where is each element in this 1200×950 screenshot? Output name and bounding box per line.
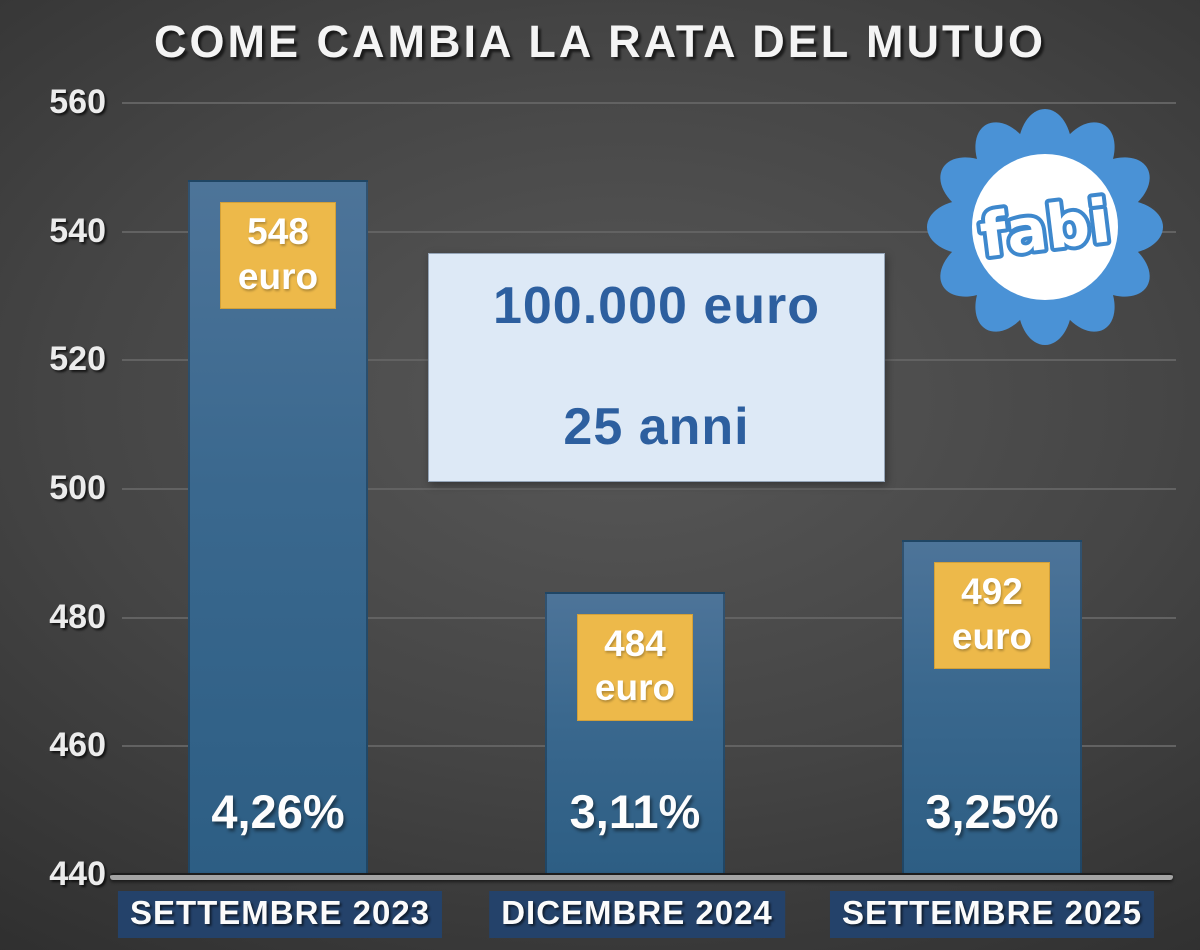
amount-unit: euro: [594, 667, 676, 709]
x-axis-label-dicembre-2024: DICEMBRE 2024: [489, 891, 785, 938]
amount-value: 548: [247, 211, 309, 253]
amount-badge: 548 euro: [220, 202, 336, 309]
rate-label: 3,11%: [569, 784, 701, 838]
rate-label: 4,26%: [211, 784, 345, 838]
amount-badge: 484 euro: [577, 613, 693, 721]
gridline-540: [122, 230, 1176, 233]
rate-label: 3,25%: [925, 784, 1059, 838]
amount-value: 492: [961, 571, 1023, 613]
fabi-logo: fabi: [927, 109, 1163, 345]
logo-center-circle: [972, 154, 1118, 300]
logo-wordmark: fabi: [976, 186, 1114, 271]
gridline-500: [122, 488, 1176, 490]
x-axis-baseline: [110, 873, 1173, 880]
amount-badge: 492 euro: [934, 562, 1050, 670]
loan-terms-box: 100.000 euro 25 anni: [428, 253, 885, 482]
page-title: COME CAMBIA LA RATA DEL MUTUO: [154, 16, 1046, 67]
y-axis-tick-label-540: 540: [49, 211, 106, 250]
amount-unit: euro: [951, 615, 1033, 657]
y-axis-tick-label-500: 500: [49, 469, 106, 507]
bar-dicembre-2024: 484 euro 3,11%: [545, 591, 725, 873]
y-axis-tick-label-560: 560: [49, 83, 106, 121]
x-axis-label-settembre-2023: SETTEMBRE 2023: [117, 891, 443, 938]
loan-amount-text: 100.000 euro: [492, 277, 821, 335]
amount-unit: euro: [237, 255, 319, 297]
y-axis-tick-label-520: 520: [49, 340, 106, 379]
loan-duration-text: 25 anni: [563, 398, 750, 456]
bar-settembre-2023: 548 euro 4,26%: [188, 180, 368, 873]
y-axis-tick-label-460: 460: [49, 726, 106, 765]
gridline-560: [122, 102, 1176, 104]
y-axis-tick-label-480: 480: [49, 597, 106, 636]
amount-value: 484: [604, 622, 666, 664]
x-axis-label-settembre-2025: SETTEMBRE 2025: [829, 891, 1155, 938]
bar-settembre-2025: 492 euro 3,25%: [902, 540, 1082, 873]
y-axis-tick-label-440: 440: [49, 855, 106, 893]
